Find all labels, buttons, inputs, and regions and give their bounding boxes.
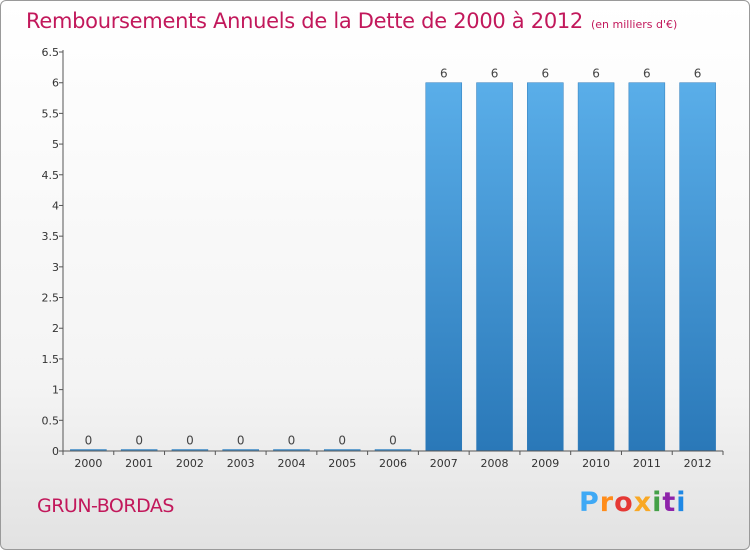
data-label-2008: 6	[491, 67, 499, 81]
y-tick-label: 6.5	[42, 46, 60, 59]
y-tick-label: 5.5	[42, 107, 60, 120]
y-tick-label: 0	[52, 445, 59, 458]
x-tick-label-2004: 2004	[277, 457, 305, 470]
x-tick-label-2005: 2005	[328, 457, 356, 470]
data-label-2007: 6	[440, 67, 448, 81]
logo-letter: r	[599, 487, 615, 518]
y-tick-label: 2	[52, 322, 59, 335]
x-tick-label-2007: 2007	[430, 457, 458, 470]
y-tick-label: 4.5	[42, 169, 60, 182]
data-label-2005: 0	[338, 434, 346, 448]
data-label-2004: 0	[288, 434, 296, 448]
y-tick-label: 1	[52, 384, 59, 397]
bar-2007	[425, 82, 463, 452]
y-tick-label: 6	[52, 77, 59, 90]
y-tick-label: 5	[52, 138, 59, 151]
logo-letter: P	[579, 487, 600, 518]
x-tick-label-2000: 2000	[74, 457, 102, 470]
x-tick-label-2011: 2011	[633, 457, 661, 470]
data-label-2010: 6	[592, 67, 600, 81]
chart-title-main: Remboursements Annuels de la Dette de 20…	[26, 9, 583, 33]
bar-2012	[679, 82, 716, 452]
x-tick-label-2006: 2006	[379, 457, 407, 470]
bar-2010	[577, 82, 615, 452]
y-axis: 0 0.5 1 1.5 2 2.5 3 3.5 4 4.5 5 5.5 6 6.5	[42, 46, 64, 458]
data-label-2006: 0	[389, 434, 397, 448]
logo-letter: i	[676, 487, 687, 518]
y-tick-label: 4	[52, 199, 59, 212]
y-tick-label: 2.5	[42, 292, 60, 305]
logo-letter: x	[633, 487, 653, 518]
chart-subtitle: (en milliers d'€)	[591, 18, 678, 31]
x-tick-label-2003: 2003	[227, 457, 255, 470]
bar-2008	[476, 82, 513, 452]
x-axis: 2000 2001 2002 2003 2004 2005 2006 2007 2008 2009…	[62, 450, 724, 470]
y-tick-label: 3	[52, 261, 59, 274]
x-tick-label-2010: 2010	[582, 457, 610, 470]
logo-letter: i	[652, 487, 663, 518]
x-tick-label-2012: 2012	[684, 457, 712, 470]
logo-letter: o	[614, 487, 634, 518]
data-label-2009: 6	[541, 67, 549, 81]
bar-2011	[628, 82, 666, 452]
chart-title: Remboursements Annuels de la Dette de 20…	[26, 9, 677, 33]
x-tick-label-2009: 2009	[531, 457, 559, 470]
place-name: GRUN-BORDAS	[37, 495, 174, 517]
x-tick-label-2002: 2002	[176, 457, 204, 470]
data-label-2002: 0	[186, 434, 194, 448]
y-tick-label: 1.5	[42, 353, 60, 366]
logo-letter: t	[662, 487, 677, 518]
x-tick-label-2008: 2008	[481, 457, 509, 470]
y-tick-label: 0.5	[42, 414, 60, 427]
y-tick-label: 3.5	[42, 230, 60, 243]
data-label-2003: 0	[237, 434, 245, 448]
data-label-2000: 0	[85, 434, 93, 448]
x-tick-label-2001: 2001	[125, 457, 153, 470]
data-label-2012: 6	[694, 67, 702, 81]
data-label-2011: 6	[643, 67, 651, 81]
bars: 0 0 0 0 0 0 0 6 6 6 6 6 6	[70, 67, 716, 452]
data-label-2001: 0	[135, 434, 143, 448]
bar-2009	[527, 82, 564, 452]
proxiti-logo: Proxiti	[579, 487, 687, 518]
